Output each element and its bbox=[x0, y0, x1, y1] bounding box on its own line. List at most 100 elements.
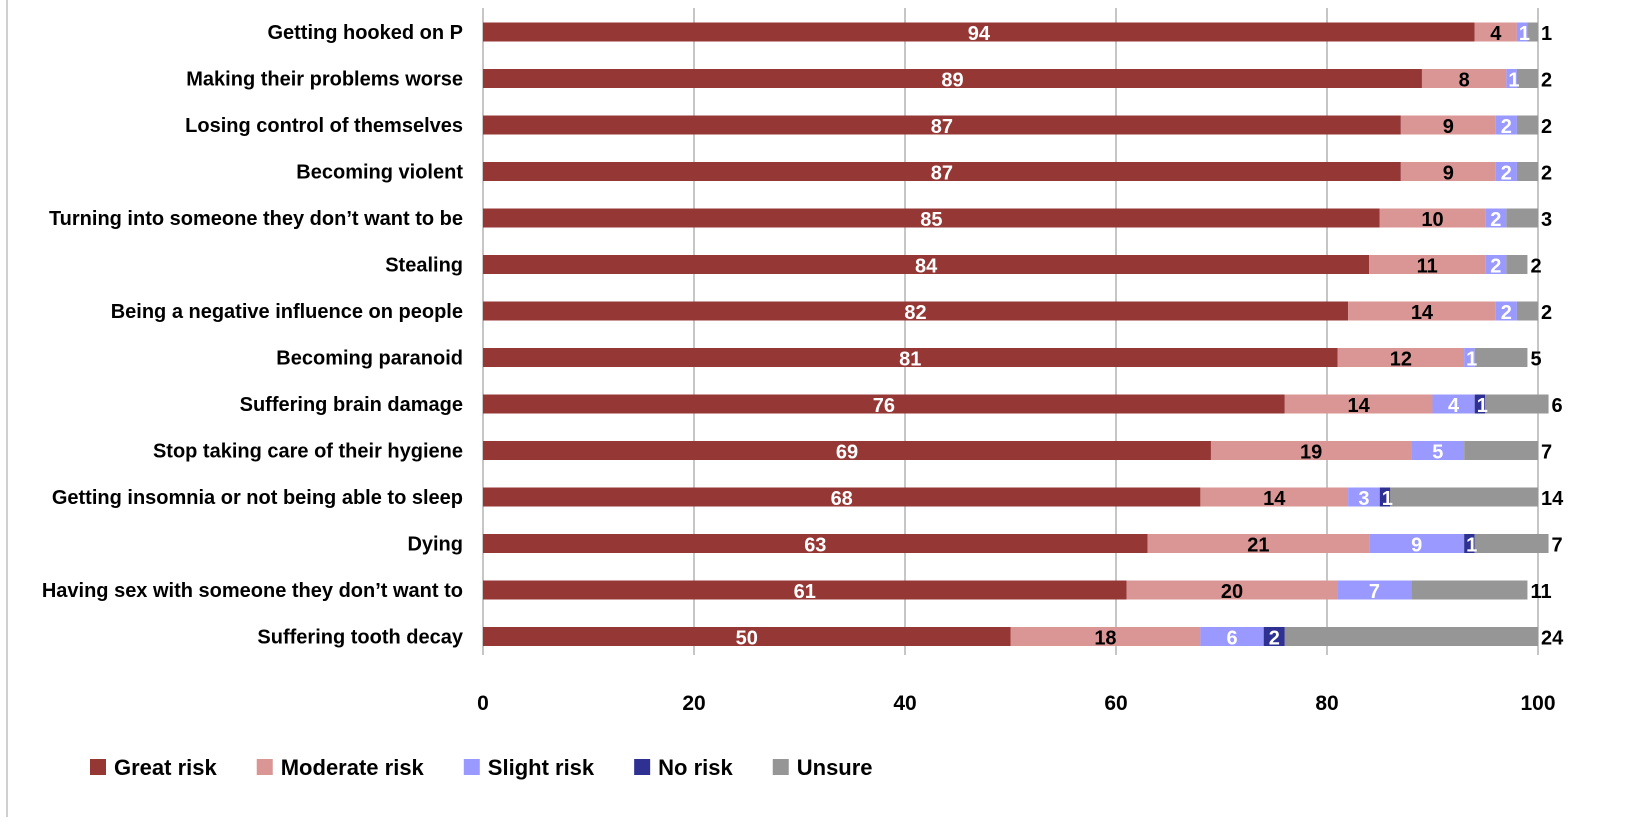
bar-segment-slight-risk bbox=[1337, 580, 1412, 600]
data-label: 2 bbox=[1501, 116, 1512, 138]
category-label: Having sex with someone they don’t want … bbox=[42, 580, 463, 602]
data-label: 3 bbox=[1541, 209, 1552, 231]
bar-segment-unsure bbox=[1464, 441, 1538, 460]
category-label: Losing control of themselves bbox=[185, 115, 463, 137]
data-label: 7 bbox=[1552, 535, 1563, 557]
bar-segment-slight-risk bbox=[1348, 487, 1380, 507]
x-tick-label-60: 60 bbox=[1104, 692, 1127, 715]
data-label: 10 bbox=[1421, 209, 1443, 231]
bar-segment-moderate-risk bbox=[1348, 301, 1496, 321]
bar-segment-great-risk bbox=[483, 22, 1475, 42]
data-label: 5 bbox=[1530, 349, 1541, 371]
legend-swatch-no-risk bbox=[634, 759, 651, 775]
bar-segment-unsure bbox=[1506, 255, 1528, 274]
bar-segment-unsure bbox=[1516, 115, 1538, 135]
bar-segment-no-risk bbox=[1379, 487, 1391, 507]
data-label: 68 bbox=[831, 488, 853, 510]
bar-segment-great-risk bbox=[483, 115, 1401, 135]
bar-segment-unsure bbox=[1527, 22, 1538, 42]
bar-segment-slight-risk bbox=[1495, 301, 1517, 321]
category-label: Suffering brain damage bbox=[240, 394, 463, 416]
data-label: 63 bbox=[804, 535, 826, 557]
bar-segment-slight-risk bbox=[1485, 255, 1507, 274]
bar-segment-moderate-risk bbox=[1010, 627, 1201, 646]
bars-layer bbox=[483, 22, 1549, 646]
data-label: 2 bbox=[1541, 163, 1552, 185]
data-label: 11 bbox=[1530, 581, 1551, 603]
data-label: 2 bbox=[1490, 256, 1501, 278]
x-tick-label-80: 80 bbox=[1315, 692, 1338, 715]
data-label: 1 bbox=[1477, 395, 1488, 417]
data-label: 87 bbox=[931, 163, 953, 185]
x-tick-label-0: 0 bbox=[477, 692, 489, 715]
data-label: 85 bbox=[920, 209, 942, 231]
data-label: 2 bbox=[1490, 209, 1501, 231]
bar-segment-unsure bbox=[1474, 534, 1549, 553]
data-label: 2 bbox=[1269, 628, 1280, 650]
x-tick-label-40: 40 bbox=[893, 692, 916, 715]
category-label: Suffering tooth decay bbox=[257, 627, 463, 649]
bar-segment-slight-risk bbox=[1495, 162, 1517, 181]
data-label: 9 bbox=[1411, 535, 1422, 557]
data-label: 5 bbox=[1432, 442, 1443, 464]
bar-segment-unsure bbox=[1474, 348, 1528, 367]
data-label: 1 bbox=[1519, 23, 1530, 45]
bar-segment-slight-risk bbox=[1432, 394, 1475, 414]
data-label: 4 bbox=[1448, 395, 1460, 417]
bar-segment-unsure bbox=[1516, 162, 1538, 181]
data-label: 12 bbox=[1390, 349, 1412, 371]
bar-segment-great-risk bbox=[483, 301, 1349, 321]
data-label: 21 bbox=[1247, 535, 1269, 557]
bar-segment-moderate-risk bbox=[1337, 348, 1465, 367]
bar-segment-great-risk bbox=[483, 394, 1285, 414]
bar-segment-moderate-risk bbox=[1147, 534, 1370, 553]
data-label: 14 bbox=[1541, 488, 1564, 510]
data-label: 87 bbox=[931, 116, 953, 138]
axis-layer: 0 20 40 60 80 100 bbox=[477, 692, 1555, 715]
legend-label: No risk bbox=[658, 755, 733, 780]
bar-segment-no-risk bbox=[1263, 627, 1285, 646]
data-label: 7 bbox=[1541, 442, 1552, 464]
data-label: 3 bbox=[1358, 488, 1369, 510]
data-label: 94 bbox=[968, 23, 991, 45]
category-label: Becoming paranoid bbox=[276, 348, 463, 370]
legend-swatch-moderate-risk bbox=[256, 759, 273, 775]
legend-label: Unsure bbox=[797, 755, 873, 780]
category-label: Stealing bbox=[385, 255, 463, 277]
bar-segment-slight-risk bbox=[1516, 22, 1528, 42]
data-label: 1 bbox=[1466, 535, 1477, 557]
category-label: Dying bbox=[407, 534, 463, 556]
data-label: 2 bbox=[1541, 70, 1552, 92]
category-label: Turning into someone they don’t want to … bbox=[49, 208, 463, 230]
legend-swatch-great-risk bbox=[90, 759, 106, 775]
bar-segment-moderate-risk bbox=[1369, 255, 1486, 274]
data-label: 20 bbox=[1221, 581, 1243, 603]
bar-segment-slight-risk bbox=[1506, 69, 1517, 88]
bar-segment-moderate-risk bbox=[1400, 162, 1496, 181]
bar-segment-slight-risk bbox=[1200, 627, 1264, 646]
category-label: Being a negative influence on people bbox=[111, 301, 463, 323]
data-label: 1 bbox=[1382, 488, 1393, 510]
bar-segment-great-risk bbox=[483, 69, 1422, 88]
legend-label: Moderate risk bbox=[281, 755, 425, 780]
bar-segment-unsure bbox=[1485, 394, 1549, 414]
bar-segment-great-risk bbox=[483, 255, 1370, 274]
category-label: Stop taking care of their hygiene bbox=[153, 441, 463, 463]
bar-segment-great-risk bbox=[483, 441, 1211, 460]
data-label: 50 bbox=[736, 628, 758, 650]
x-tick-label-20: 20 bbox=[682, 692, 705, 715]
data-label: 82 bbox=[904, 302, 926, 324]
bar-segment-moderate-risk bbox=[1400, 115, 1496, 135]
bar-segment-unsure bbox=[1516, 301, 1538, 321]
data-label: 2 bbox=[1501, 163, 1512, 185]
legend-label: Great risk bbox=[114, 755, 217, 780]
data-label: 89 bbox=[941, 70, 963, 92]
bar-segment-moderate-risk bbox=[1126, 580, 1338, 600]
category-label: Becoming violent bbox=[296, 162, 463, 184]
bar-segment-no-risk bbox=[1474, 394, 1486, 414]
data-label: 8 bbox=[1459, 70, 1470, 92]
legend: Great risk Moderate risk Slight risk No ris… bbox=[90, 755, 873, 780]
data-label: 18 bbox=[1094, 628, 1116, 650]
